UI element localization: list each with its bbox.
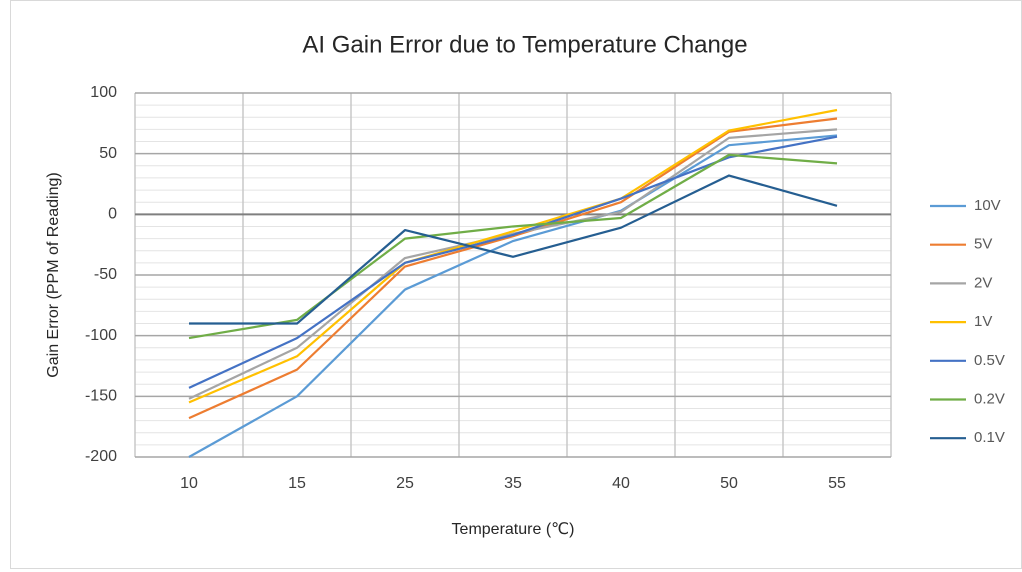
y-tick-label: 100 <box>90 84 117 101</box>
legend-label: 1V <box>974 313 992 330</box>
x-tick-label: 10 <box>180 475 198 492</box>
legend-label: 10V <box>974 197 1001 214</box>
x-tick-label: 35 <box>504 475 522 492</box>
legend-label: 0.2V <box>974 390 1005 407</box>
chart-title: AI Gain Error due to Temperature Change <box>302 31 747 58</box>
y-tick-label: 0 <box>108 206 117 223</box>
x-tick-label: 50 <box>720 475 738 492</box>
legend-label: 0.5V <box>974 352 1005 369</box>
x-tick-label: 15 <box>288 475 306 492</box>
series-line <box>188 134 838 458</box>
legend-label: 0.1V <box>974 429 1005 446</box>
x-tick-label: 40 <box>612 475 630 492</box>
y-tick-label: 50 <box>99 145 117 162</box>
series-line <box>189 174 838 325</box>
x-axis-label: Temperature (℃) <box>452 521 575 538</box>
series-line <box>188 135 838 389</box>
y-tick-label: -150 <box>85 388 117 405</box>
y-tick-label: -100 <box>85 327 117 344</box>
series-line <box>188 117 838 420</box>
x-tick-label: 25 <box>396 475 414 492</box>
legend-label: 2V <box>974 274 992 291</box>
legend-label: 5V <box>974 236 992 253</box>
series-line <box>188 108 838 404</box>
x-tick-label: 55 <box>828 475 846 492</box>
y-tick-label: -200 <box>85 448 117 465</box>
series-line <box>188 128 838 400</box>
series-line <box>188 153 838 340</box>
y-tick-label: -50 <box>94 266 117 283</box>
y-axis-label: Gain Error (PPM of Reading) <box>45 172 62 377</box>
